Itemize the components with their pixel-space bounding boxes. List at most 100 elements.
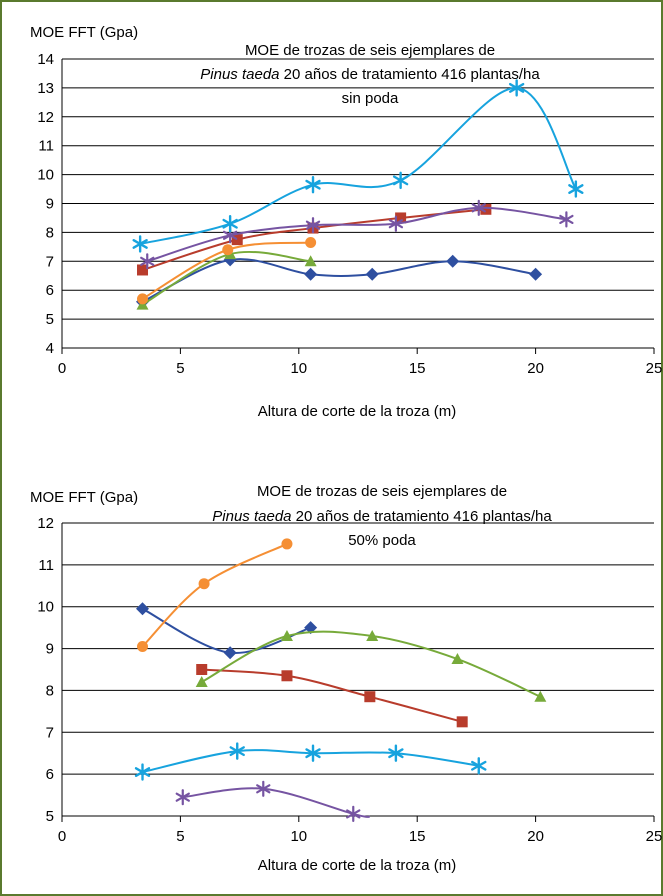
x-tick-label: 20 — [527, 360, 544, 377]
y-tick-label: 7 — [46, 253, 54, 270]
y-tick-label: 12 — [37, 109, 54, 126]
data-point-diamond — [223, 646, 237, 660]
data-point-square — [395, 212, 407, 224]
data-point-asterisk — [388, 744, 404, 762]
series-line — [141, 543, 288, 648]
data-point-asterisk — [134, 763, 151, 781]
data-point-circle — [137, 640, 149, 652]
data-point-triangle — [366, 630, 379, 642]
series-line — [146, 206, 567, 263]
x-tick-label: 15 — [409, 360, 426, 377]
data-point-star — [346, 805, 361, 823]
data-point-triangle — [451, 653, 464, 665]
series-diamond — [136, 602, 318, 660]
data-point-square — [196, 664, 208, 675]
data-point-asterisk — [392, 171, 409, 190]
x-tick-label: 10 — [290, 360, 307, 377]
x-tick-label: 20 — [527, 828, 544, 845]
data-point-asterisk — [508, 79, 525, 97]
chart-title-line: MOE de trozas de seis ejemplares de — [257, 483, 507, 500]
series-star — [175, 780, 371, 823]
y-tick-label: 14 — [37, 51, 54, 68]
y-tick-label: 6 — [46, 766, 54, 783]
series-line — [142, 607, 311, 654]
series-triangle — [136, 248, 317, 310]
data-point-asterisk — [568, 180, 584, 198]
chart-title-line: Pinus taeda 20 años de tratamiento 416 p… — [212, 508, 552, 525]
chart-title-line: Pinus taeda 20 años de tratamiento 416 p… — [200, 66, 540, 83]
data-point-asterisk — [132, 235, 148, 253]
series-circle — [137, 237, 317, 305]
data-point-asterisk — [222, 215, 238, 233]
x-tick-label: 0 — [58, 828, 66, 845]
x-tick-label: 10 — [290, 828, 307, 845]
series-triangle — [195, 630, 547, 702]
data-point-circle — [222, 244, 234, 256]
x-tick-label: 5 — [176, 828, 184, 845]
data-point-star — [559, 211, 574, 228]
y-axis-label: MOE FFT (Gpa) — [30, 24, 138, 41]
series-line — [142, 258, 536, 303]
y-tick-label: 9 — [46, 641, 54, 658]
y-tick-label: 7 — [46, 724, 54, 741]
series-asterisk — [132, 79, 584, 253]
data-point-diamond — [304, 267, 318, 281]
x-tick-label: 15 — [409, 828, 426, 845]
data-point-asterisk — [229, 742, 245, 760]
data-point-square — [480, 203, 492, 215]
data-point-square — [364, 691, 376, 703]
y-tick-label: 5 — [46, 808, 54, 825]
data-point-diamond — [529, 267, 543, 281]
series-line — [201, 630, 541, 698]
data-point-circle — [137, 293, 149, 305]
y-tick-label: 6 — [46, 282, 54, 299]
y-tick-label: 5 — [46, 311, 54, 328]
x-tick-label: 5 — [176, 360, 184, 377]
y-tick-label: 9 — [46, 196, 54, 213]
data-point-circle — [305, 237, 317, 249]
data-point-triangle — [195, 676, 208, 688]
y-tick-label: 8 — [46, 224, 54, 241]
data-point-star — [305, 217, 321, 234]
x-tick-label: 25 — [646, 360, 663, 377]
chart-title-line: sin poda — [342, 90, 399, 107]
x-axis-label: Altura de corte de la troza (m) — [258, 403, 456, 420]
y-tick-label: 13 — [37, 80, 54, 97]
data-point-asterisk — [305, 176, 321, 194]
data-point-asterisk — [471, 757, 487, 775]
series-circle — [137, 538, 293, 652]
chart-1: 4 5 6 7 8 9 10 11 12 13 14 0 5 10 15 20 25 MOE FFT (Gpa) A… — [30, 24, 662, 420]
series-square — [196, 664, 468, 728]
chart-title-line: MOE de trozas de seis ejemplares de — [245, 42, 495, 59]
data-point-asterisk — [305, 744, 321, 762]
y-tick-label: 10 — [37, 599, 54, 616]
y-tick-label: 11 — [38, 138, 54, 155]
data-point-star — [140, 253, 155, 270]
series-line — [182, 787, 371, 818]
data-point-diamond — [136, 602, 150, 616]
data-point-square — [281, 670, 293, 682]
data-point-star — [388, 215, 404, 232]
data-point-diamond — [446, 254, 460, 268]
chart-title-line: 50% poda — [348, 532, 416, 549]
data-point-star — [175, 789, 190, 806]
series-line — [139, 86, 577, 245]
y-tick-label: 8 — [46, 682, 54, 699]
data-point-triangle — [304, 255, 317, 267]
series-star — [140, 199, 574, 270]
y-tick-label: 11 — [38, 557, 54, 574]
y-tick-label: 10 — [37, 167, 54, 184]
data-point-square — [456, 716, 468, 728]
x-tick-label: 0 — [58, 360, 66, 377]
y-tick-label: 12 — [37, 515, 54, 532]
data-point-triangle — [280, 630, 293, 642]
y-axis-label: MOE FFT (Gpa) — [30, 489, 138, 506]
data-point-star — [471, 199, 486, 216]
x-tick-label: 25 — [646, 828, 663, 845]
data-point-circle — [281, 538, 293, 550]
data-point-circle — [198, 578, 210, 590]
data-point-triangle — [534, 690, 547, 702]
